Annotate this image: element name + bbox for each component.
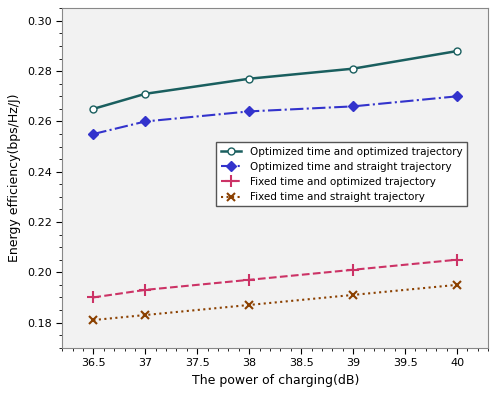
Optimized time and straight trajectory [350,104,356,109]
Line: Fixed time and optimized trajectory: Fixed time and optimized trajectory [88,254,463,303]
Optimized time and straight trajectory [246,109,252,114]
Fixed time and straight trajectory [90,318,96,322]
Line: Fixed time and straight trajectory: Fixed time and straight trajectory [89,281,461,324]
Fixed time and optimized trajectory [246,277,252,282]
Optimized time and straight trajectory [90,132,96,136]
Optimized time and optimized trajectory [142,91,148,96]
Optimized time and optimized trajectory [90,107,96,111]
Optimized time and optimized trajectory [454,49,460,53]
Fixed time and optimized trajectory [90,295,96,300]
Fixed time and optimized trajectory [350,267,356,272]
Optimized time and straight trajectory [454,94,460,99]
Y-axis label: Energy efficiency(bps/Hz/J): Energy efficiency(bps/Hz/J) [8,94,22,262]
X-axis label: The power of charging(dB): The power of charging(dB) [192,374,359,387]
Fixed time and optimized trajectory [142,288,148,292]
Fixed time and straight trajectory [142,313,148,318]
Optimized time and optimized trajectory [246,76,252,81]
Optimized time and straight trajectory [142,119,148,124]
Fixed time and optimized trajectory [454,257,460,262]
Line: Optimized time and optimized trajectory: Optimized time and optimized trajectory [90,47,461,112]
Optimized time and optimized trajectory [350,66,356,71]
Fixed time and straight trajectory [454,282,460,287]
Fixed time and straight trajectory [350,293,356,297]
Line: Optimized time and straight trajectory: Optimized time and straight trajectory [90,93,461,137]
Fixed time and straight trajectory [246,303,252,307]
Legend: Optimized time and optimized trajectory, Optimized time and straight trajectory,: Optimized time and optimized trajectory,… [216,143,466,207]
